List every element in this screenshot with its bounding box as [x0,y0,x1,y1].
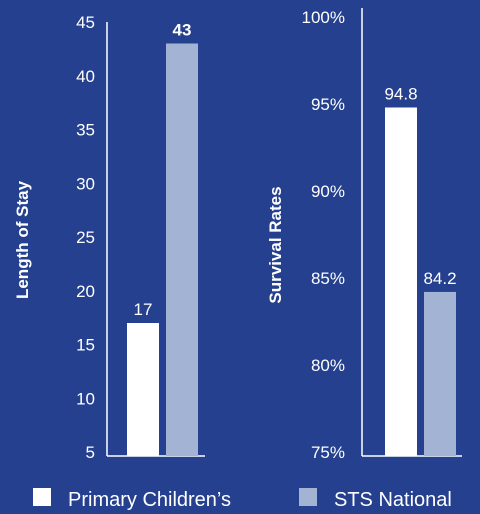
los-y-tick-label: 5 [86,443,95,462]
survival-bar-primary-childrens [385,107,417,456]
survival-chart-panel: 75% 80% 85% 90% 95% 100% Survival Rates 94.8 84.… [266,8,462,462]
los-y-tick-label: 35 [76,121,95,140]
survival-y-tick-label: 75% [311,443,345,462]
los-data-label-sts-national: 43 [173,21,192,40]
los-y-axis-title: Length of Stay [13,180,32,299]
los-chart-panel: 5 10 15 20 25 30 35 40 45 Length of Stay 17 43 [13,13,205,462]
los-y-tick-label: 30 [76,174,95,193]
los-y-tick-label: 20 [76,282,95,301]
survival-y-tick-label: 80% [311,356,345,375]
legend-label-primary-childrens: Primary Children’s [68,489,231,511]
survival-bar-sts-national [424,291,456,456]
los-y-tick-label: 25 [76,228,95,247]
los-bar-sts-national [166,43,198,456]
los-y-tick-label: 15 [76,336,95,355]
los-bar-primary-childrens [127,323,159,456]
survival-y-tick-label: 85% [311,269,345,288]
legend-swatch-primary-childrens [33,488,51,506]
survival-y-tick-label: 90% [311,182,345,201]
legend-label-sts-national: STS National [334,489,452,511]
survival-y-axis-title: Survival Rates [266,186,285,303]
los-y-tick-label: 10 [76,389,95,408]
los-y-tick-label: 40 [76,67,95,86]
survival-y-tick-label: 100% [302,8,345,27]
survival-data-label-primary-childrens: 94.8 [384,84,417,103]
los-data-label-primary-childrens: 17 [134,300,153,319]
survival-data-label-sts-national: 84.2 [423,269,456,288]
legend-swatch-sts-national [299,488,317,506]
survival-y-tick-label: 95% [311,95,345,114]
legend: Primary Children’s STS National [33,488,452,511]
los-y-tick-label: 45 [76,13,95,32]
